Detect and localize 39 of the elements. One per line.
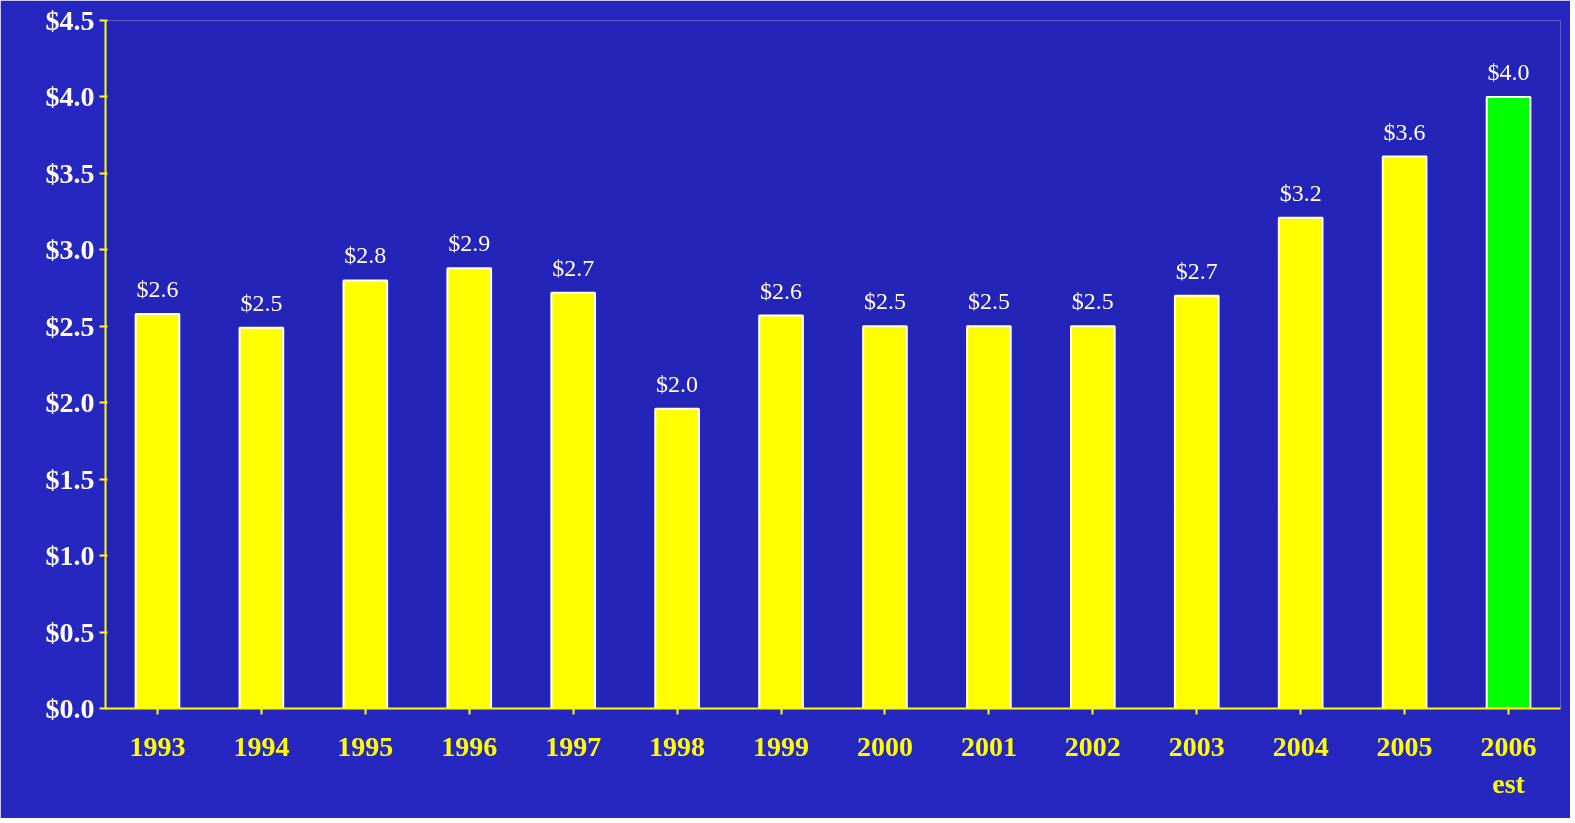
x-tick-label: 1997 [545,730,602,762]
data-label: $2.7 [552,254,595,281]
data-label: $2.0 [656,370,699,397]
x-tick-label: 1994 [233,730,290,762]
y-tick-label: $1.5 [45,463,95,495]
y-tick-label: $2.5 [45,310,95,342]
data-label: $4.0 [1487,58,1530,85]
x-tick-label: 1999 [753,730,810,762]
data-label: $3.2 [1279,179,1322,206]
y-tick-label: $1.0 [45,540,95,572]
data-label: $2.9 [448,230,491,257]
y-tick-label: $2.0 [45,387,95,419]
x-tick-label: 1993 [129,730,186,762]
data-label: $2.6 [760,277,803,304]
y-tick-label: $4.0 [45,81,95,113]
data-label: $2.5 [1071,288,1114,315]
data-label: $2.5 [863,288,906,315]
x-tick-label: 1995 [337,730,394,762]
y-tick-label: $0.0 [45,693,95,724]
y-tick-label: $3.0 [45,234,95,266]
x-tick-label: 1998 [649,730,706,762]
x-tick-label: 1996 [441,730,498,762]
bar [1485,95,1532,709]
x-tick-label: 2006 est [1480,730,1537,799]
data-label: $2.5 [967,288,1010,315]
data-label: $2.5 [240,289,283,316]
y-tick-label: $0.5 [45,616,95,648]
y-tick-label: $3.5 [45,157,95,189]
x-tick-label: 2003 [1168,730,1225,762]
data-label: $2.8 [344,242,387,269]
x-tick-label: 2001 [960,730,1017,762]
x-tick-label: 2000 [856,730,913,762]
data-label: $3.6 [1383,118,1426,145]
y-tick-label: $4.5 [45,5,95,36]
x-tick-label: 2002 [1064,730,1121,762]
x-tick-label: 2004 [1272,730,1329,762]
data-label: $2.6 [136,276,179,303]
data-label: $2.7 [1175,257,1218,284]
x-tick-label: 2005 [1376,730,1433,762]
